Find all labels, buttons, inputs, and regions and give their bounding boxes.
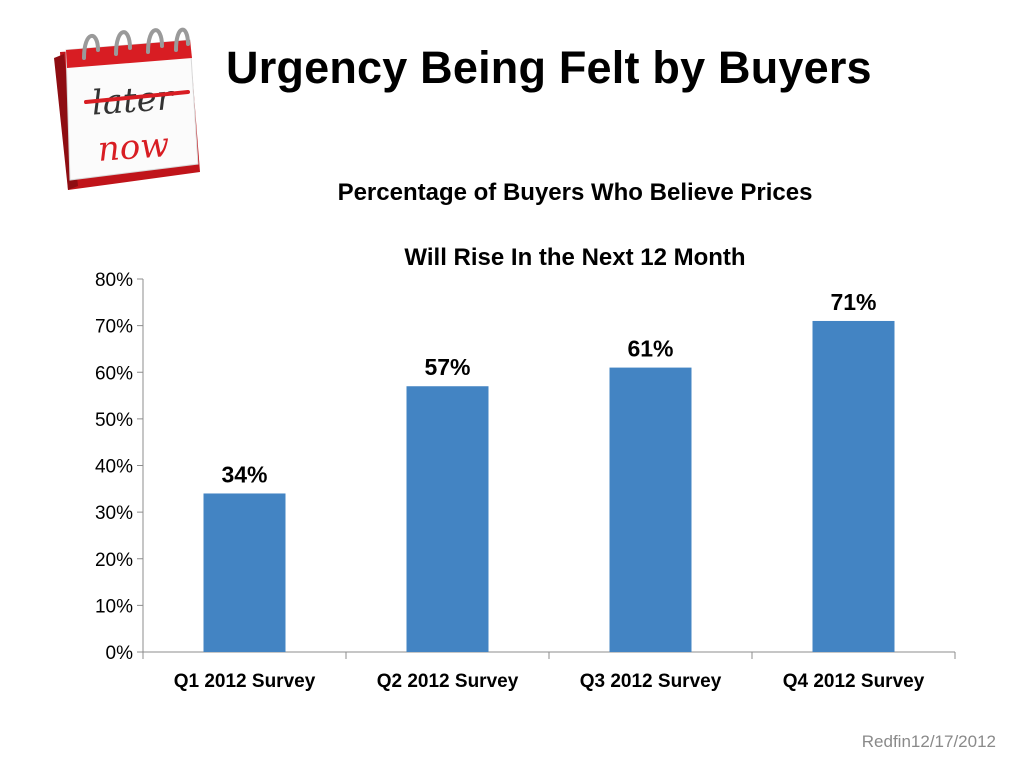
chart-title-line-1: Percentage of Buyers Who Believe Prices bbox=[337, 179, 813, 206]
bar bbox=[203, 493, 286, 652]
data-label: 57% bbox=[424, 354, 470, 380]
calendar-later-now-icon: later now bbox=[54, 27, 200, 190]
y-tick-label: 20% bbox=[95, 550, 133, 571]
bar bbox=[812, 320, 895, 652]
x-tick-label: Q1 2012 Survey bbox=[174, 671, 316, 692]
x-tick-label: Q2 2012 Survey bbox=[377, 671, 519, 692]
y-tick-label: 40% bbox=[95, 457, 133, 478]
y-tick-label: 70% bbox=[95, 317, 133, 338]
chart-title-line-2: Will Rise In the Next 12 Month bbox=[404, 244, 746, 271]
data-label: 34% bbox=[221, 461, 267, 487]
data-label: 71% bbox=[830, 289, 876, 315]
data-label: 61% bbox=[627, 336, 673, 362]
y-tick-label: 0% bbox=[106, 643, 134, 664]
x-tick-label: Q3 2012 Survey bbox=[580, 671, 722, 692]
y-tick-label: 10% bbox=[95, 596, 133, 617]
calendar-text-now: now bbox=[96, 125, 170, 170]
chart-title: Percentage of Buyers Who Believe Prices … bbox=[230, 160, 920, 290]
y-tick-label: 30% bbox=[95, 503, 133, 524]
y-tick-label: 50% bbox=[95, 410, 133, 431]
x-tick-label: Q4 2012 Survey bbox=[783, 671, 925, 692]
y-tick-label: 60% bbox=[95, 363, 133, 384]
slide-title: Urgency Being Felt by Buyers bbox=[226, 42, 872, 93]
bar bbox=[406, 386, 489, 652]
source-footer: Redfin12/17/2012 bbox=[861, 732, 996, 751]
y-tick-label: 80% bbox=[95, 270, 133, 291]
bar bbox=[609, 367, 692, 652]
